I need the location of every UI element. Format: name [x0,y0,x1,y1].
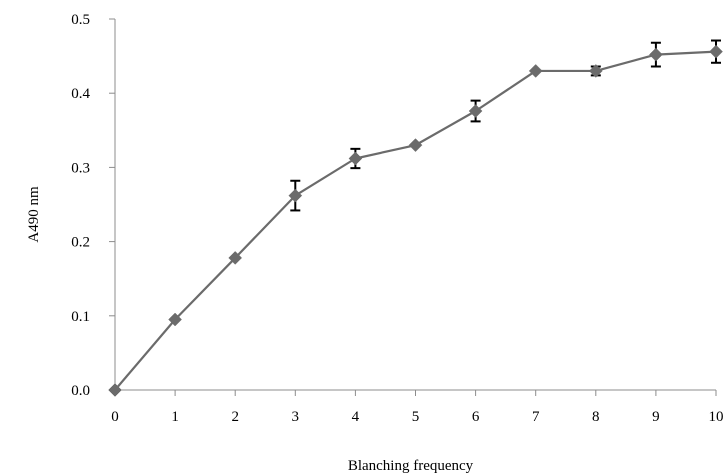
x-tick-label: 10 [709,409,724,425]
data-point-marker [588,64,603,78]
data-point-marker [709,44,723,59]
series-line [114,50,717,391]
x-tick-label: 0 [111,409,119,425]
x-tick-label: 2 [231,409,239,425]
x-tick-label: 6 [472,409,480,425]
x-tick-label: 4 [352,409,360,425]
axes [114,19,716,391]
y-tick-label: 0.0 [71,383,90,399]
y-tick-label: 0.4 [71,86,90,102]
x-tick-label: 3 [292,409,300,425]
y-tick-label: 0.2 [71,235,90,251]
x-tick-label: 7 [532,409,540,425]
data-point-marker [168,312,182,327]
data-point-marker [288,188,303,203]
data-point-marker [468,104,483,118]
x-axis-ticks: 0 1 2 3 4 5 6 7 8 9 10 [111,390,724,425]
x-tick-label: 5 [412,409,420,425]
x-tick-label: 1 [171,409,179,425]
x-tick-label: 9 [652,409,660,425]
data-point-marker [228,251,243,265]
data-point-marker [649,47,663,62]
y-tick-label: 0.3 [71,160,90,176]
data-point-marker [348,151,363,166]
x-axis-title: Blanching frequency [348,458,474,474]
y-axis-title: A490 nm [26,186,42,243]
data-point-marker [528,64,543,78]
data-series [108,39,723,397]
y-tick-label: 0.1 [71,309,90,325]
data-point-marker [408,138,423,152]
data-point-marker [108,383,122,397]
y-tick-label: 0.5 [71,12,90,28]
x-tick-label: 8 [592,409,600,425]
y-axis-ticks: 0.0 0.1 0.2 0.3 0.4 0.5 [71,12,115,399]
